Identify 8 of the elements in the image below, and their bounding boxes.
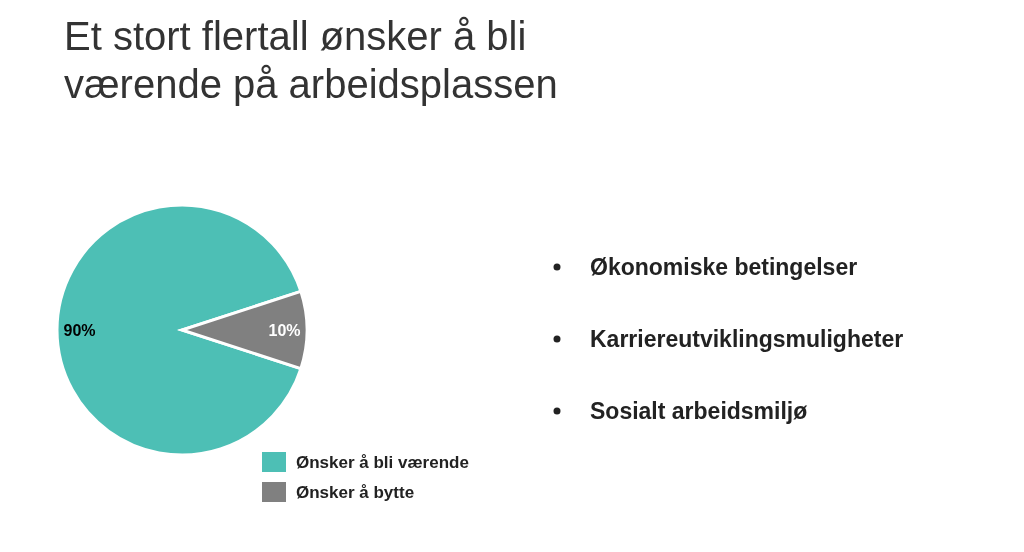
text: Sosialt arbeidsmiljø	[590, 398, 808, 425]
chart-title: Et stort flertall ønsker å bli værende på arbeidsplassen	[64, 14, 558, 106]
data-label: 10%	[268, 321, 301, 339]
text: Karriereutviklingsmuligheter	[590, 326, 904, 353]
text: Økonomiske betingelser	[590, 254, 858, 281]
legend-label: Ønsker å bytte	[296, 482, 415, 502]
legend-label: Ønsker å bli værende	[296, 452, 469, 472]
data-label: 90%	[63, 321, 96, 339]
